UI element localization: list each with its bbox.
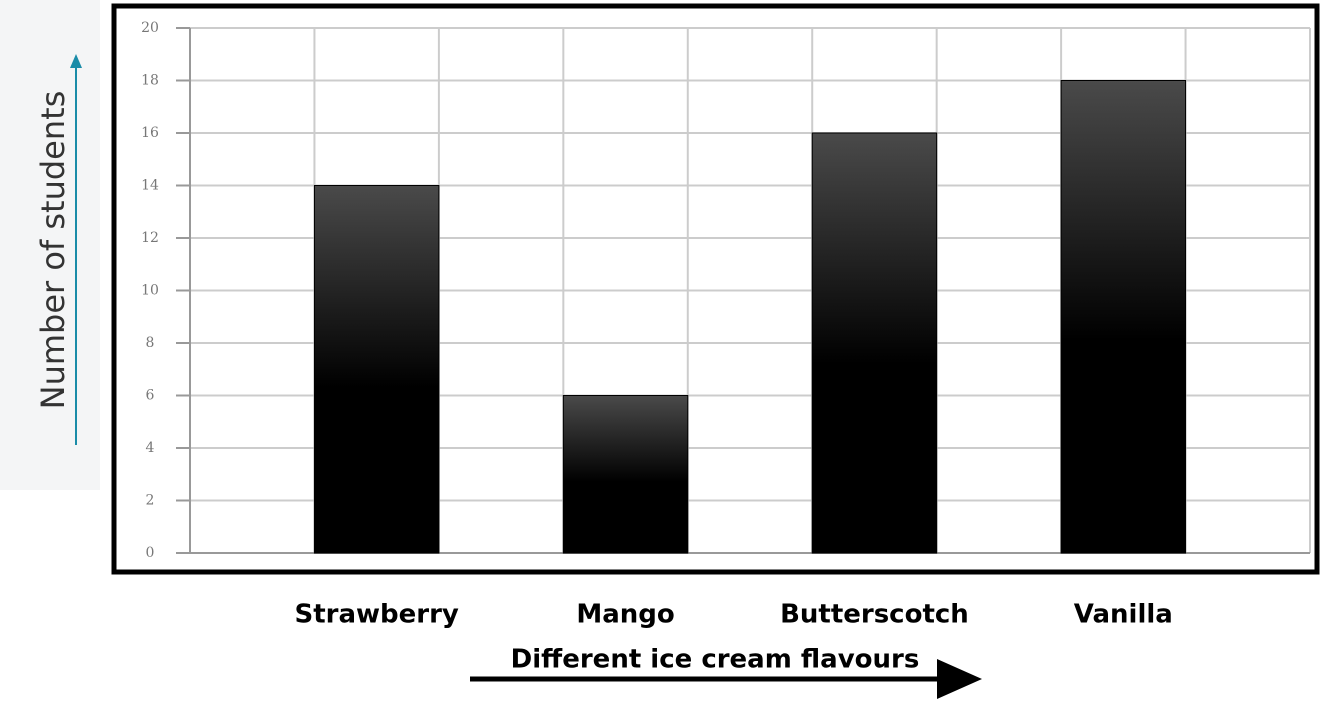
x-axis-label: Different ice cream flavours (511, 645, 920, 675)
bar (811, 132, 938, 554)
y-tick-label: 2 (146, 493, 155, 509)
bar (562, 395, 689, 554)
y-tick-label: 18 (141, 73, 159, 89)
y-tick-label: 0 (146, 545, 155, 561)
y-tick-label: 4 (146, 440, 155, 456)
y-tick-label: 20 (141, 20, 159, 36)
y-axis-label: Number of students (34, 91, 72, 410)
bar (313, 185, 440, 554)
x-tick-label: Butterscotch (780, 600, 969, 630)
y-tick-label: 12 (141, 230, 159, 246)
y-tick-label: 10 (141, 283, 159, 299)
label-panel (0, 0, 100, 490)
y-tick-label: 16 (141, 125, 159, 141)
x-tick-label: Strawberry (294, 600, 458, 630)
x-tick-label: Mango (576, 600, 674, 630)
y-tick-label: 14 (141, 178, 159, 194)
y-tick-label: 6 (146, 388, 155, 404)
x-tick-label: Vanilla (1074, 600, 1173, 630)
y-tick-label: 8 (146, 335, 155, 351)
bar (1060, 80, 1187, 554)
